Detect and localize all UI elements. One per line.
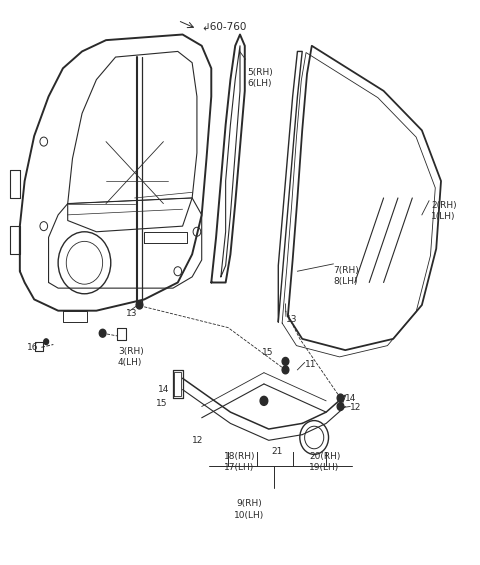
Text: 2(RH)
1(LH): 2(RH) 1(LH) [432,201,457,221]
Text: 21: 21 [271,447,283,456]
Text: 15: 15 [156,399,168,408]
Circle shape [282,366,289,374]
Circle shape [136,301,143,309]
Text: 12: 12 [192,436,204,445]
Text: 11: 11 [305,360,316,369]
Text: 14: 14 [157,385,169,394]
Text: 20(RH)
19(LH): 20(RH) 19(LH) [310,451,341,472]
Circle shape [282,358,289,366]
Circle shape [260,397,268,405]
Circle shape [337,402,344,410]
Text: 18(RH)
17(LH): 18(RH) 17(LH) [224,451,256,472]
Circle shape [337,394,344,402]
Text: 13: 13 [286,315,297,324]
Text: 7(RH)
8(LH): 7(RH) 8(LH) [333,266,359,286]
Circle shape [99,329,106,337]
Text: 3(RH)
4(LH): 3(RH) 4(LH) [118,347,144,367]
Text: 9(RH)
10(LH): 9(RH) 10(LH) [234,499,264,520]
Text: 14: 14 [345,394,357,402]
Text: 13: 13 [126,309,138,318]
Text: 15: 15 [262,349,273,358]
Text: ↲60-760: ↲60-760 [202,21,247,31]
Circle shape [44,339,48,345]
Text: 5(RH)
6(LH): 5(RH) 6(LH) [247,68,273,89]
Text: 12: 12 [350,403,361,412]
Text: 16: 16 [27,343,38,352]
